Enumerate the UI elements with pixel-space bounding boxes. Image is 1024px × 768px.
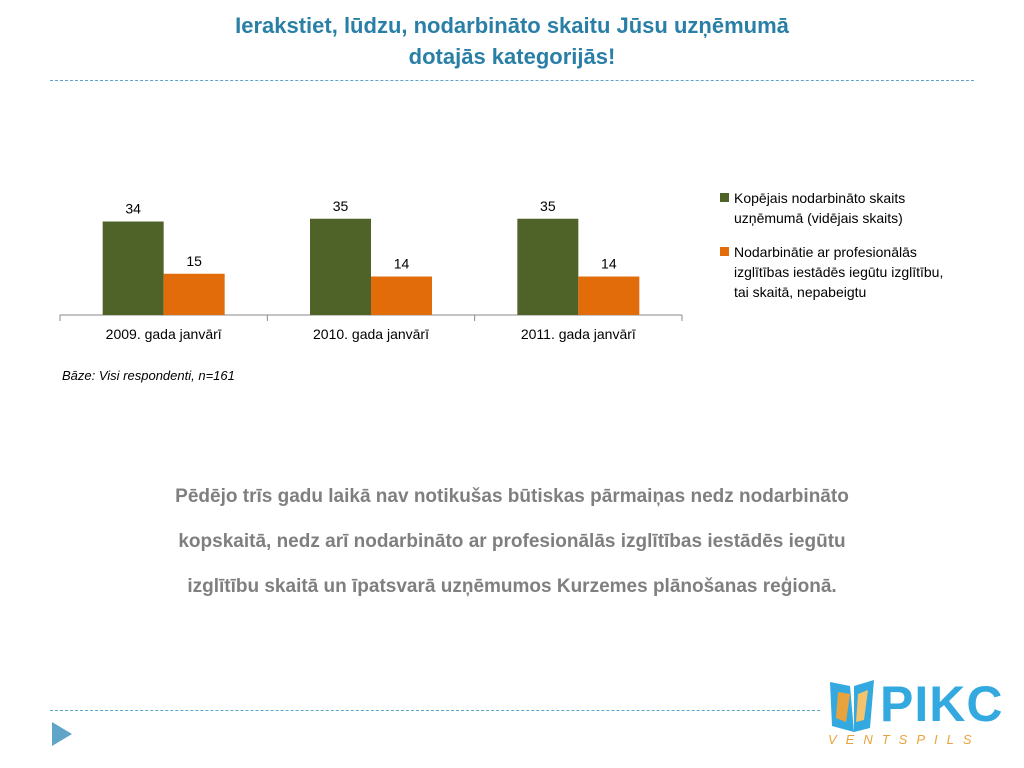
bar-vocational-1 [371,276,432,315]
legend-swatch-vocational [720,247,729,256]
title-line-2: dotajās kategorijās! [408,44,616,69]
data-label: 14 [394,256,410,272]
legend-label-total-line-1: Kopējais nodarbināto skaits [734,190,906,206]
legend-label-vocational-line-3: tai skaitā, nepabeigtu [734,284,867,300]
bar-total-0 [102,221,164,315]
legend-label-vocational-line-2: izglītības iestādēs iegūtu izglītību, [734,264,944,280]
logo-subtext: VENTSPILS [828,732,981,747]
bar-total-1 [310,218,371,315]
top-divider [50,80,974,81]
legend-swatch-total [720,193,729,202]
play-arrow-icon[interactable] [52,722,72,746]
summary-text: Pēdējo trīs gadu laikā nav notikušas būt… [100,474,924,609]
summary-line-1: Pēdējo trīs gadu laikā nav notikušas būt… [175,486,849,507]
x-tick-label: 2011. gada janvārī [521,326,636,342]
summary-line-2: kopskaitā, nedz arī nodarbināto ar profe… [178,531,846,552]
bar-vocational-0 [163,273,225,315]
pikc-book-icon [830,680,874,732]
chart-legend: Kopējais nodarbināto skaits uzņēmumā (vi… [720,188,990,316]
legend-label-total-line-2: uzņēmumā (vidējais skaits) [734,210,903,226]
data-label: 35 [540,198,556,214]
data-label: 35 [333,198,349,214]
bar-vocational-2 [578,276,640,315]
data-label: 34 [125,201,141,217]
logo-text: PIKC [880,676,1004,732]
bar-total-2 [517,218,579,315]
summary-line-3: izglītību skaitā un īpatsvarā uzņēmumos … [187,576,837,597]
pikc-logo: PIKC VENTSPILS [824,672,1004,758]
title-line-1: Ierakstiet, lūdzu, nodarbināto skaitu Jū… [235,13,789,38]
base-note: Bāze: Visi respondenti, n=161 [62,368,235,383]
data-label: 15 [186,253,202,269]
legend-label-vocational-line-1: Nodarbinātie ar profesionālās [734,244,917,260]
x-tick-label: 2010. gada janvārī [313,326,429,342]
x-tick-label: 2009. gada janvārī [106,326,222,342]
data-label: 14 [601,256,617,272]
legend-item-vocational: Nodarbinātie ar profesionālās izglītības… [720,242,990,302]
page-title: Ierakstiet, lūdzu, nodarbināto skaitu Jū… [100,10,924,72]
legend-item-total: Kopējais nodarbināto skaits uzņēmumā (vi… [720,188,990,228]
bottom-divider [50,710,820,711]
